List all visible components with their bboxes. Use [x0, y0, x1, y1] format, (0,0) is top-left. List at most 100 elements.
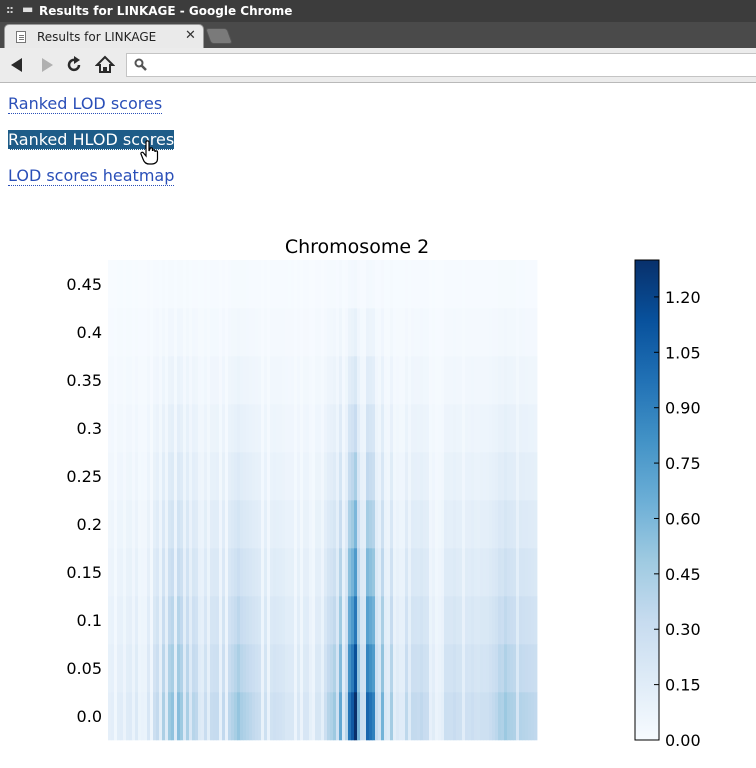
heatmap-cell [279, 500, 283, 549]
heatmap-cell [231, 356, 235, 405]
heatmap-cell [231, 644, 235, 693]
heatmap-cell [441, 596, 445, 645]
heatmap-cell [342, 452, 346, 501]
heatmap-cell [477, 644, 481, 693]
heatmap-cell [255, 260, 259, 309]
heatmap-cell [516, 404, 520, 453]
heatmap-cell [354, 260, 358, 309]
heatmap-cell [261, 596, 265, 645]
heatmap-cell [237, 692, 241, 741]
heatmap-cell [495, 548, 499, 597]
heatmap-cell [459, 692, 463, 741]
heatmap-cell [213, 452, 217, 501]
heatmap-cell [501, 356, 505, 405]
heatmap-cell [390, 596, 394, 645]
heatmap-cell [186, 308, 190, 357]
heatmap-cell [525, 308, 529, 357]
heatmap-cell [321, 644, 325, 693]
heatmap-cell [159, 596, 163, 645]
heatmap-cell [504, 452, 508, 501]
heatmap-cell [351, 548, 355, 597]
heatmap-cell [420, 548, 424, 597]
heatmap-cell [423, 356, 427, 405]
heatmap-cell [276, 500, 280, 549]
tab-results[interactable]: Results for LINKAGE ✕ [4, 24, 204, 48]
heatmap-cell [171, 548, 175, 597]
heatmap-cell [384, 452, 388, 501]
forward-arrow-icon[interactable] [36, 55, 56, 75]
heatmap-cell [360, 548, 364, 597]
close-icon[interactable]: ✕ [185, 28, 196, 43]
back-arrow-icon[interactable] [8, 55, 28, 75]
reload-icon[interactable] [64, 55, 84, 75]
heatmap-cell [420, 644, 424, 693]
heatmap-cell [438, 452, 442, 501]
heatmap-column [285, 260, 289, 741]
heatmap-chart: Chromosome 2 0.00.050.10.150.20.250.30.3… [66, 236, 700, 750]
heatmap-cell [396, 260, 400, 309]
heatmap-cell [390, 500, 394, 549]
heatmap-cell [231, 692, 235, 741]
heatmap-cell [300, 452, 304, 501]
heatmap-cell [135, 404, 139, 453]
heatmap-column [480, 260, 484, 741]
heatmap-cell [387, 692, 391, 741]
heatmap-cell [198, 452, 202, 501]
link-ranked-lod-scores[interactable]: Ranked LOD scores [8, 94, 163, 114]
heatmap-cell [144, 404, 148, 453]
heatmap-cell [246, 404, 250, 453]
heatmap-cell [249, 548, 253, 597]
heatmap-cell [297, 644, 301, 693]
home-icon[interactable] [95, 55, 115, 75]
heatmap-cell [315, 692, 319, 741]
window-title-bar[interactable]: :: ▬ Results for LINKAGE - Google Chrome [0, 0, 756, 22]
heatmap-cell [453, 596, 457, 645]
new-tab-button[interactable] [205, 28, 233, 44]
heatmap-cell [447, 452, 451, 501]
heatmap-cell [237, 548, 241, 597]
heatmap-cell [426, 452, 430, 501]
heatmap-cell [144, 356, 148, 405]
heatmap-cell [261, 644, 265, 693]
heatmap-cell [522, 404, 526, 453]
heatmap-cell [486, 260, 490, 309]
heatmap-cell [108, 548, 112, 597]
heatmap-cell [411, 356, 415, 405]
heatmap-cell [111, 260, 115, 309]
heatmap-cell [375, 404, 379, 453]
heatmap-cell [276, 308, 280, 357]
heatmap-column [375, 260, 379, 741]
heatmap-cell [393, 644, 397, 693]
grip-icon[interactable]: :: [6, 3, 14, 16]
heatmap-cell [390, 644, 394, 693]
heatmap-cell [453, 500, 457, 549]
heatmap-cell [282, 548, 286, 597]
link-ranked-hlod-scores[interactable]: Ranked HLOD scores [8, 130, 175, 150]
window-title: Results for LINKAGE - Google Chrome [39, 4, 293, 18]
address-bar[interactable] [126, 53, 756, 77]
heatmap-cell [276, 644, 280, 693]
heatmap-cell [312, 596, 316, 645]
heatmap-cell [213, 548, 217, 597]
heatmap-column [222, 260, 226, 741]
heatmap-column [300, 260, 304, 741]
heatmap-cell [399, 548, 403, 597]
heatmap-column [498, 260, 502, 741]
heatmap-column [489, 260, 493, 741]
heatmap-cell [186, 452, 190, 501]
heatmap-cell [162, 452, 166, 501]
heatmap-cell [381, 404, 385, 453]
heatmap-column [120, 260, 124, 741]
minimize-icon[interactable]: ▬ [22, 2, 34, 16]
heatmap-cell [483, 644, 487, 693]
heatmap-cell [192, 692, 196, 741]
heatmap-cell [150, 404, 154, 453]
link-lod-scores-heatmap[interactable]: LOD scores heatmap [8, 166, 175, 186]
heatmap-cell [507, 644, 511, 693]
heatmap-cell [492, 356, 496, 405]
heatmap-cell [375, 692, 379, 741]
heatmap-cell [450, 308, 454, 357]
heatmap-cell [264, 452, 268, 501]
heatmap-column [420, 260, 424, 741]
heatmap-cell [402, 692, 406, 741]
